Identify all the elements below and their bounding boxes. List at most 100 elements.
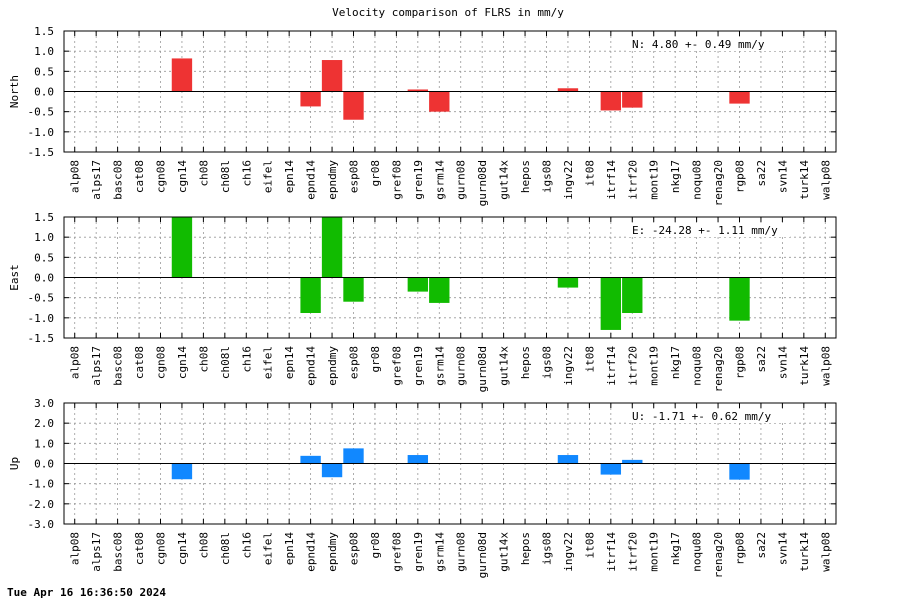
x-tick-label: walp08 xyxy=(819,160,832,200)
x-tick-label: it08 xyxy=(583,532,596,559)
x-tick-label: gr08 xyxy=(369,532,382,559)
bar-ingv22 xyxy=(557,277,579,288)
bar-rgp08 xyxy=(729,463,750,480)
y-axis-label: East xyxy=(8,264,21,291)
y-tick-label: -1.5 xyxy=(28,332,55,345)
x-tick-label: cgn14 xyxy=(176,346,189,379)
x-tick-label: gurn08d xyxy=(476,532,489,578)
x-tick-label: ingv22 xyxy=(562,346,575,386)
x-tick-label: ch08l xyxy=(219,346,232,379)
bar-gren19 xyxy=(407,89,429,92)
x-tick-label: hepos xyxy=(519,346,532,379)
x-tick-label: eifel xyxy=(262,160,275,193)
x-tick-label: walp08 xyxy=(819,532,832,572)
y-tick-label: 0.5 xyxy=(34,251,54,264)
bar-cgn14 xyxy=(171,58,193,92)
x-tick-label: alps17 xyxy=(90,160,103,200)
x-tick-label: esp08 xyxy=(348,532,361,565)
x-tick-label: it08 xyxy=(583,160,596,187)
x-tick-label: cgn08 xyxy=(155,160,168,193)
bar-cgn14 xyxy=(171,217,193,278)
y-tick-label: 3.0 xyxy=(34,397,54,410)
x-tick-label: cgn08 xyxy=(155,532,168,565)
x-tick-label: svn14 xyxy=(776,346,789,379)
x-tick-label: gren19 xyxy=(412,346,425,386)
x-tick-label: gurn08 xyxy=(455,346,468,386)
bar-gren19 xyxy=(407,277,429,292)
x-tick-label: nkg17 xyxy=(669,346,682,379)
x-tick-label: igs08 xyxy=(541,532,554,565)
bar-cgn14 xyxy=(171,463,193,480)
bar-gsrm14 xyxy=(429,277,450,303)
timestamp: Tue Apr 16 16:36:50 2024 xyxy=(7,586,166,599)
x-tick-label: gut14x xyxy=(498,160,511,200)
bar-itrf20 xyxy=(622,459,643,464)
bar-itrf20 xyxy=(622,277,643,313)
x-tick-label: rgp08 xyxy=(734,346,747,379)
panel-annotation: U: -1.71 +- 0.62 mm/y xyxy=(632,410,771,423)
x-tick-label: hepos xyxy=(519,532,532,565)
x-tick-label: alps17 xyxy=(90,346,103,386)
x-tick-label: basc08 xyxy=(112,346,125,386)
y-tick-label: 0.5 xyxy=(34,65,54,78)
y-tick-label: 1.0 xyxy=(34,45,54,58)
x-tick-label: cgn08 xyxy=(155,346,168,379)
x-tick-label: igs08 xyxy=(541,160,554,193)
bar-itrf14 xyxy=(600,463,622,475)
bar-epndmy xyxy=(321,60,343,92)
x-tick-label: sa22 xyxy=(755,532,768,559)
bar-esp08 xyxy=(343,91,364,120)
x-tick-label: gsrm14 xyxy=(433,532,446,572)
x-tick-label: ch16 xyxy=(240,160,253,187)
y-tick-label: -0.5 xyxy=(28,106,55,119)
x-tick-label: walp08 xyxy=(819,346,832,386)
x-tick-label: hepos xyxy=(519,160,532,193)
bar-rgp08 xyxy=(729,277,750,321)
x-tick-label: epn14 xyxy=(283,346,296,379)
x-tick-label: alp08 xyxy=(69,160,82,193)
panel-annotation: E: -24.28 +- 1.11 mm/y xyxy=(632,224,778,237)
x-tick-label: gr08 xyxy=(369,346,382,373)
bar-esp08 xyxy=(343,448,364,464)
x-tick-label: ch16 xyxy=(240,346,253,373)
bar-ingv22 xyxy=(557,455,579,464)
x-tick-label: noqu08 xyxy=(691,160,704,200)
bar-esp08 xyxy=(343,277,364,302)
bar-epndmy xyxy=(321,217,343,278)
x-tick-label: cat08 xyxy=(133,346,146,379)
x-tick-label: itrf14 xyxy=(605,160,618,200)
y-axis-label: North xyxy=(8,75,21,108)
y-tick-label: 0.0 xyxy=(34,86,54,99)
y-axis-label: Up xyxy=(8,457,21,470)
y-tick-label: 1.0 xyxy=(34,231,54,244)
x-tick-label: epn14 xyxy=(283,532,296,565)
x-tick-label: esp08 xyxy=(348,346,361,379)
x-tick-label: gurn08 xyxy=(455,532,468,572)
x-tick-label: gsrm14 xyxy=(433,160,446,200)
x-tick-label: svn14 xyxy=(776,160,789,193)
x-tick-label: eifel xyxy=(262,346,275,379)
x-tick-label: svn14 xyxy=(776,532,789,565)
x-tick-label: ch08l xyxy=(219,160,232,193)
x-tick-label: eifel xyxy=(262,532,275,565)
y-tick-label: -1.0 xyxy=(28,478,55,491)
plot-frame xyxy=(63,216,837,339)
x-tick-label: alp08 xyxy=(69,532,82,565)
x-tick-label: ingv22 xyxy=(562,532,575,572)
y-tick-label: -2.0 xyxy=(28,498,55,511)
panel-annotation: N: 4.80 +- 0.49 mm/y xyxy=(632,38,765,51)
x-tick-label: ch08 xyxy=(197,346,210,373)
x-tick-label: noqu08 xyxy=(691,346,704,386)
x-tick-label: sa22 xyxy=(755,160,768,187)
bar-itrf20 xyxy=(622,91,643,108)
bar-epnd14 xyxy=(300,455,321,464)
x-tick-label: basc08 xyxy=(112,532,125,572)
x-tick-label: turk14 xyxy=(798,346,811,386)
chart-title: Velocity comparison of FLRS in mm/y xyxy=(332,6,564,19)
y-tick-label: 1.5 xyxy=(34,25,54,38)
y-tick-label: -0.5 xyxy=(28,292,55,305)
y-tick-label: 2.0 xyxy=(34,417,54,430)
x-tick-label: epndmy xyxy=(326,160,339,200)
y-tick-label: 0.0 xyxy=(34,458,54,471)
x-tick-label: cat08 xyxy=(133,532,146,565)
